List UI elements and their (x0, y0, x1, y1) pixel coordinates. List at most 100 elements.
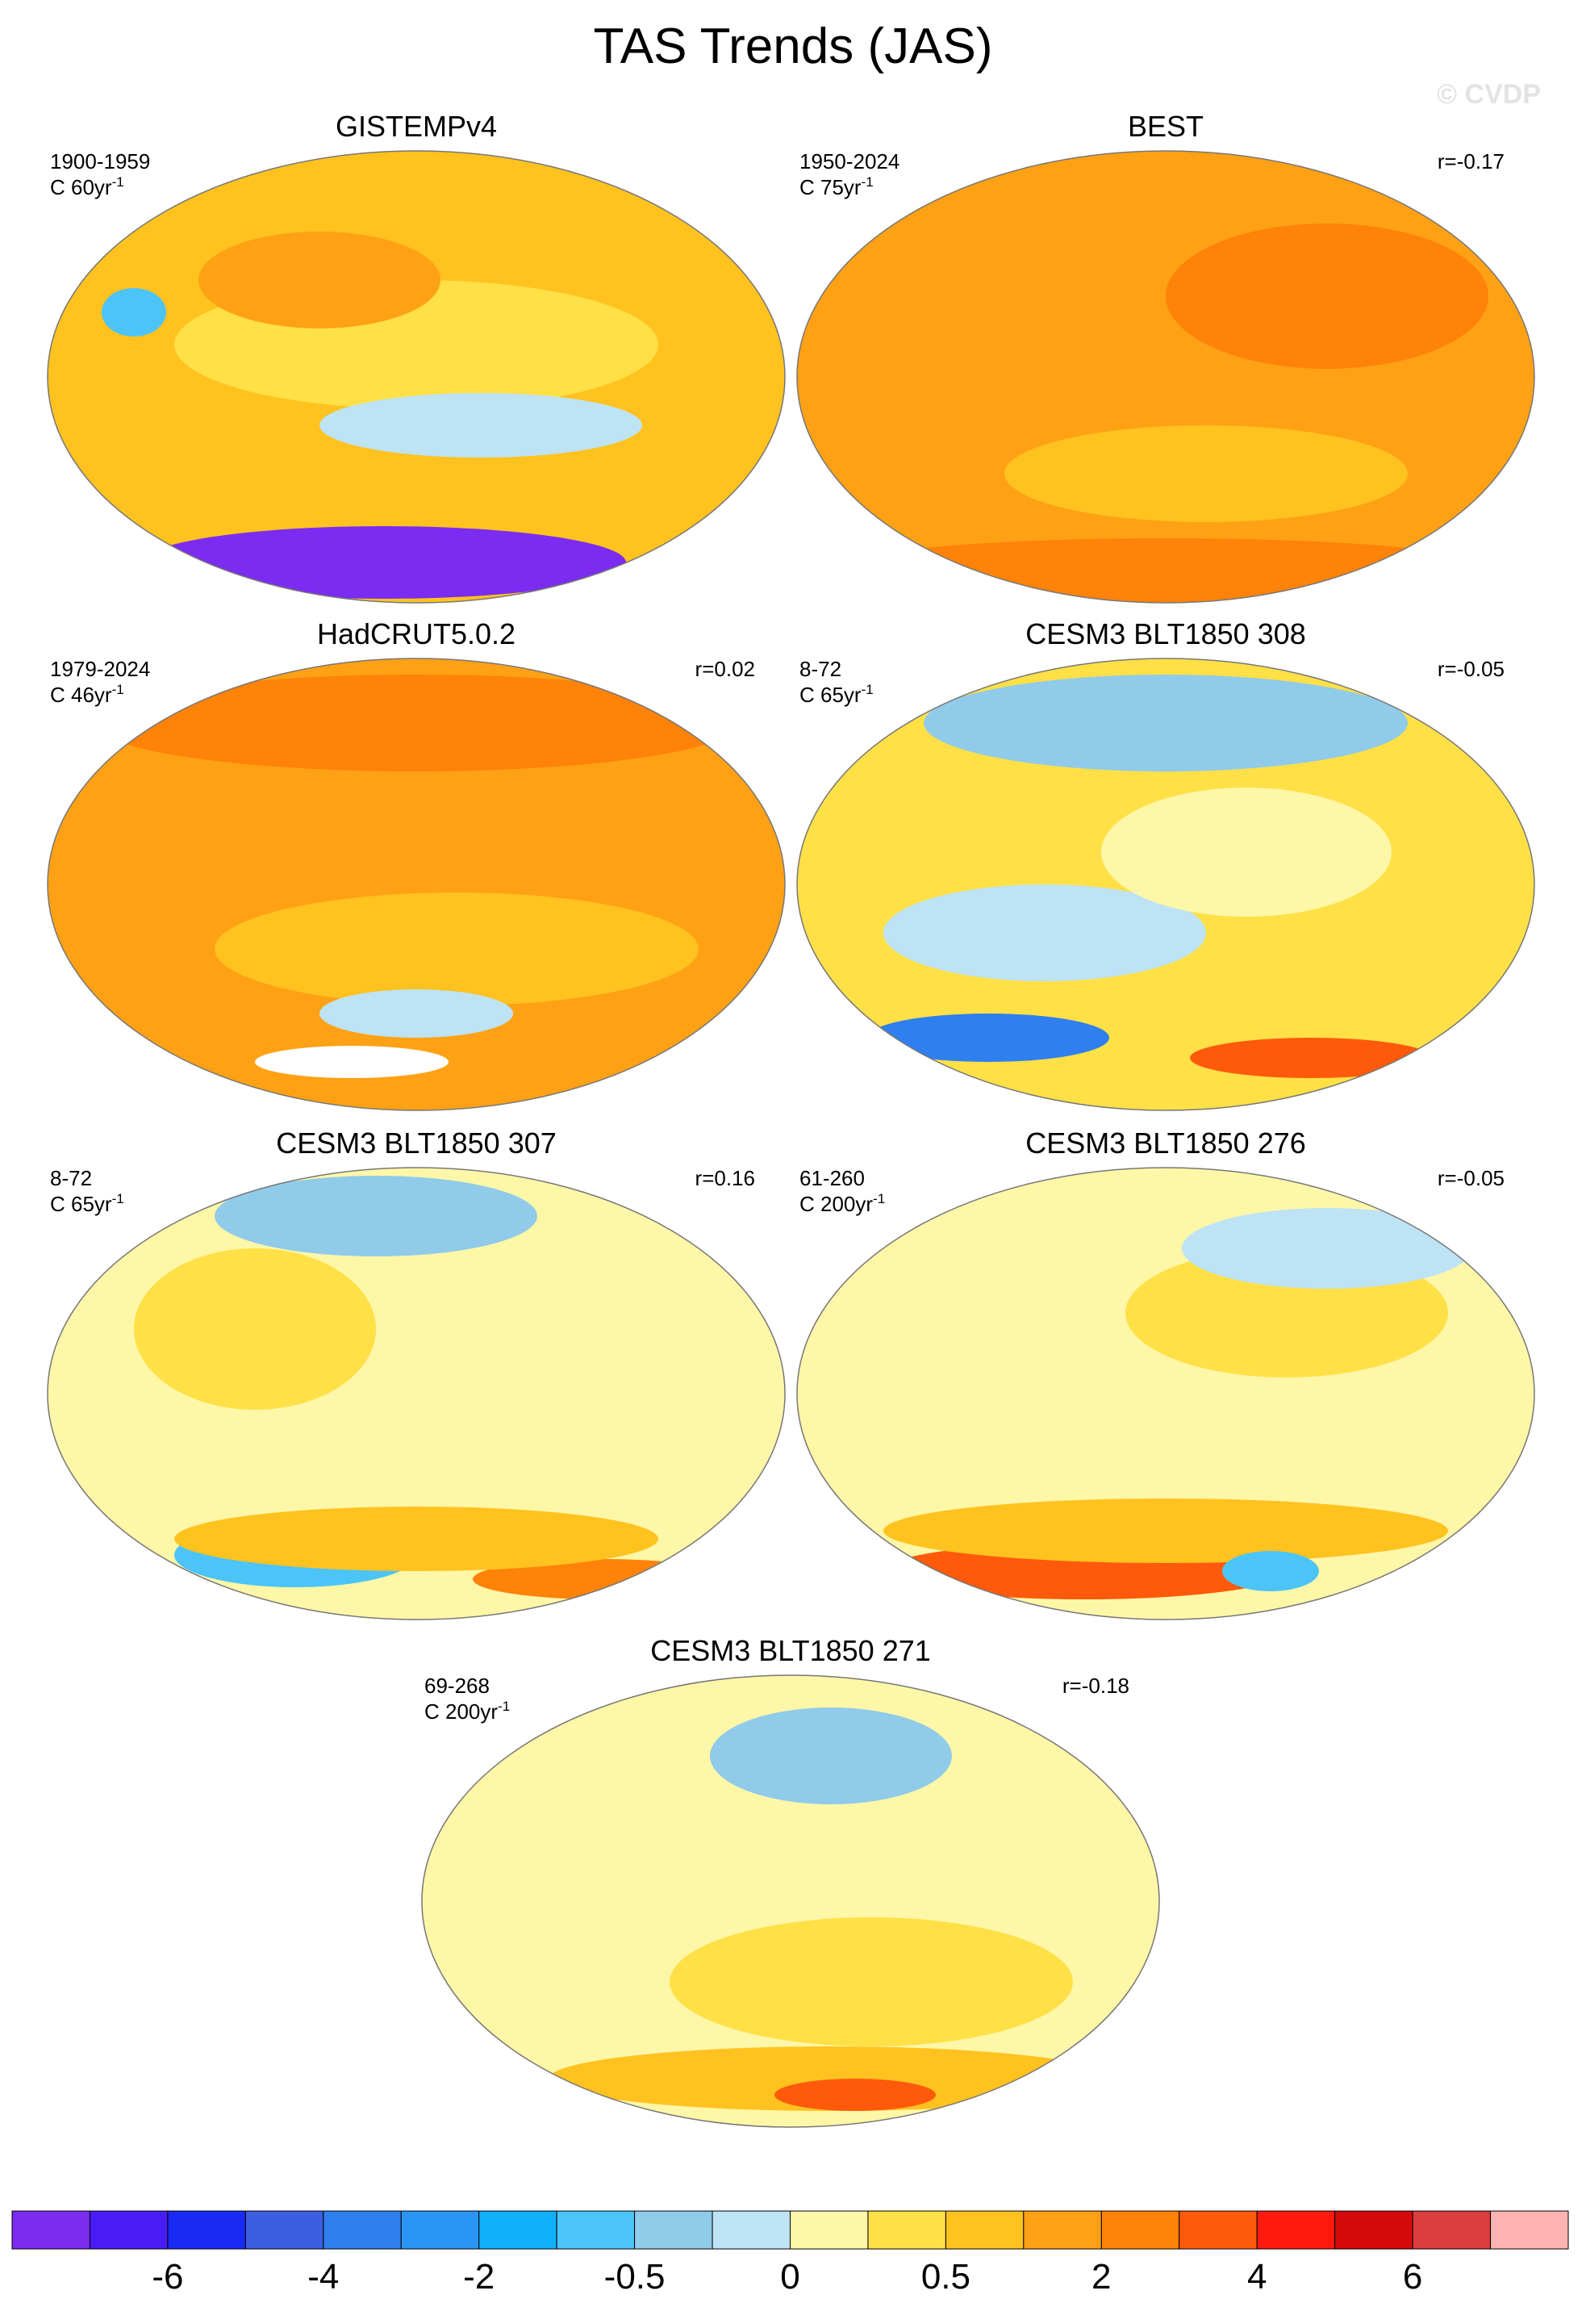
map-field (797, 151, 1534, 603)
map-anomaly (883, 1498, 1448, 1563)
correlation-label: r=0.16 (695, 1166, 755, 1190)
map-anomaly (319, 393, 642, 458)
colorbar-swatch (1412, 2210, 1492, 2250)
colorbar-label: -2 (463, 2257, 495, 2297)
period-label: 69-268 (424, 1674, 490, 1698)
units-label: C 65yr-1 (799, 682, 874, 707)
units-exponent: -1 (112, 174, 124, 190)
colorbar-swatch (556, 2210, 636, 2250)
map-anomaly (774, 2079, 936, 2111)
correlation-label: r=-0.18 (1062, 1674, 1129, 1698)
colorbar-label: -6 (152, 2257, 183, 2297)
panel-title: CESM3 BLT1850 307 (276, 1126, 557, 1160)
correlation-label: r=-0.17 (1438, 149, 1505, 173)
colorbar-swatch (634, 2210, 713, 2250)
units-label: C 75yr-1 (799, 174, 874, 199)
colorbar-swatch (478, 2210, 557, 2250)
units-text: C 65yr (799, 683, 862, 707)
units-text: C 75yr (799, 175, 862, 199)
map-anomaly (94, 675, 739, 771)
colorbar-swatch (1256, 2210, 1336, 2250)
units-exponent: -1 (873, 1191, 885, 1206)
units-label: C 46yr-1 (50, 682, 124, 707)
map-anomaly (1222, 1551, 1319, 1591)
map-anomaly (670, 1917, 1073, 2046)
units-label: C 65yr-1 (50, 1191, 124, 1216)
colorbar-label: -0.5 (604, 2257, 666, 2297)
map-anomaly (215, 1176, 537, 1256)
units-exponent: -1 (862, 682, 874, 697)
map-panel (797, 151, 1534, 603)
map-anomaly (319, 989, 513, 1038)
units-exponent: -1 (498, 1699, 510, 1714)
map-anomaly (215, 892, 699, 1005)
panel-title: CESM3 BLT1850 308 (1025, 617, 1306, 650)
map-anomaly (174, 1507, 658, 1571)
panel-title: BEST (1128, 110, 1204, 143)
map-panel (48, 151, 785, 603)
map-anomaly (883, 884, 1206, 981)
units-text: C 60yr (50, 175, 112, 199)
map-anomaly (1166, 224, 1488, 369)
colorbar-swatch (945, 2210, 1025, 2250)
map-anomaly (1004, 425, 1408, 522)
period-label: 1950-2024 (799, 149, 899, 173)
units-exponent: -1 (112, 1191, 124, 1206)
correlation-label: r=-0.05 (1438, 1166, 1505, 1190)
map-anomaly (827, 538, 1505, 603)
watermark: © CVDP (1437, 79, 1541, 110)
units-exponent: -1 (112, 682, 124, 697)
colorbar-swatch (790, 2210, 869, 2250)
units-text: C 46yr (50, 683, 112, 707)
period-label: 8-72 (799, 657, 841, 681)
colorbar-label: 4 (1247, 2257, 1267, 2297)
colorbar-label: 0 (780, 2257, 799, 2297)
units-text: C 200yr (799, 1192, 873, 1216)
units-label: C 60yr-1 (50, 174, 124, 199)
period-label: 1900-1959 (50, 149, 150, 173)
map-anomaly (549, 2046, 1113, 2111)
map-panel (48, 658, 785, 1110)
map-outline (796, 150, 1535, 604)
map-panel (48, 1168, 785, 1620)
colorbar-swatch (400, 2210, 480, 2250)
map-anomaly (1101, 788, 1392, 917)
units-label: C 200yr-1 (799, 1191, 885, 1216)
units-exponent: -1 (862, 174, 874, 190)
map-anomaly (867, 1014, 1109, 1062)
period-label: 1979-2024 (50, 657, 150, 681)
map-outline (47, 658, 786, 1111)
colorbar-swatch (167, 2210, 246, 2250)
map-anomaly (710, 1707, 952, 1804)
map-anomaly (255, 1046, 449, 1078)
correlation-label: r=-0.05 (1438, 657, 1505, 681)
colorbar-label: 6 (1403, 2257, 1422, 2297)
map-anomaly (134, 1248, 376, 1410)
map-outline (796, 1167, 1535, 1620)
map-anomaly (1182, 1208, 1472, 1289)
map-anomaly (102, 288, 166, 336)
colorbar-swatch (323, 2210, 402, 2250)
colorbar-swatch (1490, 2210, 1569, 2250)
panel-title: GISTEMPv4 (336, 110, 497, 143)
map-outline (421, 1674, 1160, 2128)
panel-title: CESM3 BLT1850 271 (650, 1634, 931, 1667)
map-anomaly (198, 232, 440, 328)
units-text: C 65yr (50, 1192, 112, 1216)
colorbar-swatch (867, 2210, 946, 2250)
colorbar-swatch (712, 2210, 791, 2250)
units-text: C 200yr (424, 1699, 498, 1724)
colorbar-swatch (1334, 2210, 1413, 2250)
colorbar-swatch (1179, 2210, 1258, 2250)
map-panel (797, 658, 1534, 1110)
correlation-label: r=0.02 (695, 657, 755, 681)
map-panel (422, 1675, 1159, 2127)
period-label: 61-260 (799, 1166, 865, 1190)
map-outline (47, 150, 786, 604)
map-outline (47, 1167, 786, 1620)
colorbar-swatch (1100, 2210, 1180, 2250)
map-anomaly (142, 526, 626, 599)
colorbar-swatch (89, 2210, 169, 2250)
